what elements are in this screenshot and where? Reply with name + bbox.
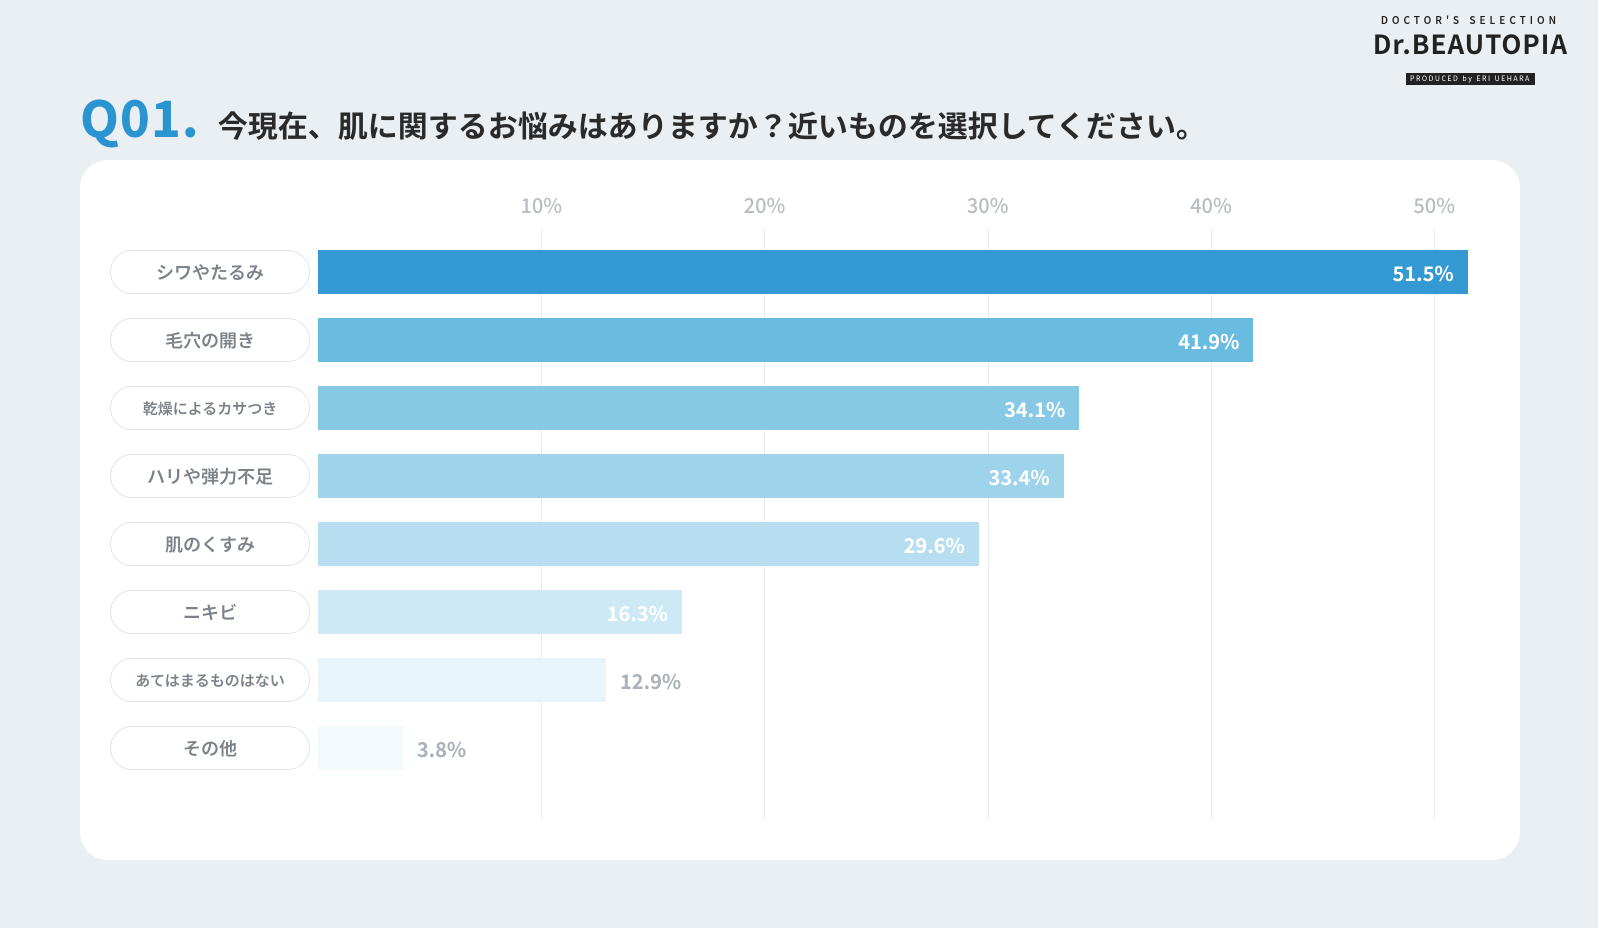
bar-value-label: 51.5% bbox=[1393, 258, 1454, 287]
bar: 33.4% bbox=[318, 454, 1064, 498]
bar-value-label: 41.9% bbox=[1178, 326, 1239, 355]
bar-track: 29.6% bbox=[318, 522, 1490, 566]
bar-value-label: 12.9% bbox=[620, 666, 681, 695]
axis-tick-label: 40% bbox=[1190, 190, 1232, 219]
category-label-pill: 毛穴の開き bbox=[110, 318, 310, 362]
bar-value-label: 16.3% bbox=[607, 598, 668, 627]
bar: 3.8% bbox=[318, 726, 403, 770]
bar-track: 34.1% bbox=[318, 386, 1490, 430]
bar-value-label: 29.6% bbox=[904, 530, 965, 559]
brand-sub: PRODUCED by ERI UEHARA bbox=[1406, 73, 1535, 85]
bar-track: 41.9% bbox=[318, 318, 1490, 362]
category-label-pill: ニキビ bbox=[110, 590, 310, 634]
chart-row: シワやたるみ 51.5% bbox=[110, 250, 1490, 294]
bar-value-label: 3.8% bbox=[417, 734, 466, 763]
chart-row: 肌のくすみ 29.6% bbox=[110, 522, 1490, 566]
bar-track: 51.5% bbox=[318, 250, 1490, 294]
category-label-pill: 乾燥によるカサつき bbox=[110, 386, 310, 430]
category-label-pill: 肌のくすみ bbox=[110, 522, 310, 566]
category-label-pill: シワやたるみ bbox=[110, 250, 310, 294]
chart-card: 10% 20% 30% 40% 50% シワやたるみ 51.5% 毛穴の開き 41.9% 乾燥によ… bbox=[80, 160, 1520, 860]
bar-value-label: 33.4% bbox=[988, 462, 1049, 491]
axis-tick-label: 10% bbox=[520, 190, 562, 219]
question-number: Q01. bbox=[80, 80, 200, 152]
bar: 12.9% bbox=[318, 658, 606, 702]
category-label-pill: あてはまるものはない bbox=[110, 658, 310, 702]
bar: 51.5% bbox=[318, 250, 1468, 294]
brand-name: Dr.BEAUTOPIA bbox=[1373, 25, 1568, 62]
category-label-pill: ハリや弾力不足 bbox=[110, 454, 310, 498]
bar-track: 16.3% bbox=[318, 590, 1490, 634]
chart-area: 10% 20% 30% 40% 50% シワやたるみ 51.5% 毛穴の開き 41.9% 乾燥によ… bbox=[110, 184, 1490, 820]
bar-value-label: 34.1% bbox=[1004, 394, 1065, 423]
chart-row: ハリや弾力不足 33.4% bbox=[110, 454, 1490, 498]
chart-row: 乾燥によるカサつき 34.1% bbox=[110, 386, 1490, 430]
chart-row: その他3.8% bbox=[110, 726, 1490, 770]
bar: 41.9% bbox=[318, 318, 1253, 362]
axis-tick-label: 30% bbox=[967, 190, 1009, 219]
chart-row: あてはまるものはない12.9% bbox=[110, 658, 1490, 702]
bar-track: 33.4% bbox=[318, 454, 1490, 498]
category-label-pill: その他 bbox=[110, 726, 310, 770]
brand-logo: DOCTOR'S SELECTION Dr.BEAUTOPIA PRODUCED… bbox=[1373, 12, 1568, 86]
bar-track: 3.8% bbox=[318, 726, 1490, 770]
chart-row: 毛穴の開き 41.9% bbox=[110, 318, 1490, 362]
axis-tick-label: 50% bbox=[1413, 190, 1455, 219]
axis-tick-label: 20% bbox=[744, 190, 786, 219]
question-heading: Q01. 今現在、肌に関するお悩みはありますか？近いものを選択してください。 bbox=[80, 80, 1206, 152]
chart-row: ニキビ 16.3% bbox=[110, 590, 1490, 634]
bar-track: 12.9% bbox=[318, 658, 1490, 702]
bar: 34.1% bbox=[318, 386, 1079, 430]
question-text: 今現在、肌に関するお悩みはありますか？近いものを選択してください。 bbox=[218, 102, 1206, 146]
bar: 29.6% bbox=[318, 522, 979, 566]
bar: 16.3% bbox=[318, 590, 682, 634]
